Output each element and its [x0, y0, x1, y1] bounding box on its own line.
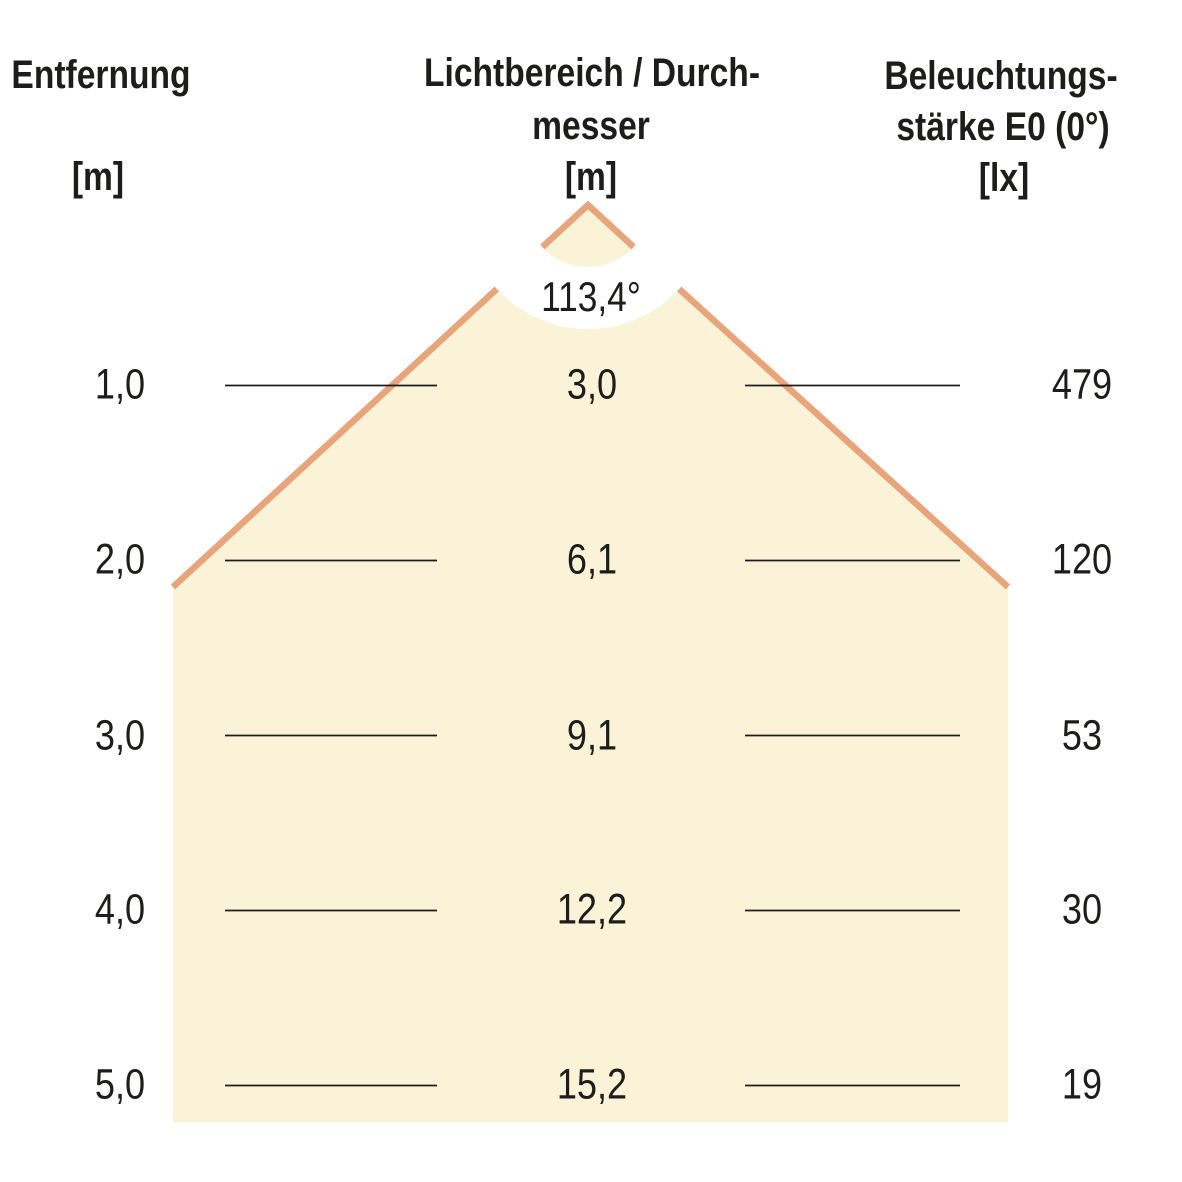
- illuminance-value-row2: 120: [1051, 535, 1113, 584]
- illuminance-value-row3: 53: [1061, 711, 1103, 760]
- diameter-value-row5: 15,2: [556, 1060, 628, 1109]
- header-illuminance-title-line1: Beleuchtungs-: [884, 54, 1118, 98]
- illuminance-value-row5: 19: [1061, 1060, 1103, 1109]
- cone-edge-left-line: [170, 286, 500, 590]
- beam-apex-wedge: [542, 205, 634, 267]
- header-distance-unit: [m]: [71, 155, 125, 199]
- beam-angle-label: 113,4°: [541, 273, 641, 320]
- header-distance-title: Entfernung: [11, 53, 191, 97]
- illuminance-value-row4: 30: [1061, 885, 1103, 934]
- distance-value-row2: 2,0: [94, 535, 146, 584]
- header-illuminance-title-line2: stärke E0 (0°): [896, 105, 1110, 149]
- header-diameter-title-line1: Lichtbereich / Durch-: [423, 51, 761, 95]
- distance-value-row5: 5,0: [94, 1060, 146, 1109]
- distance-value-row3: 3,0: [94, 711, 146, 760]
- distance-value-row1: 1,0: [94, 360, 146, 409]
- cone-edge-right-line: [677, 286, 1011, 590]
- diameter-value-row1: 3,0: [566, 360, 618, 409]
- apex-wedge-edges-line: [540, 200, 636, 250]
- distance-value-row4: 4,0: [94, 885, 146, 934]
- diameter-value-row4: 12,2: [556, 885, 628, 934]
- header-diameter-title-line2: messer: [532, 104, 650, 148]
- light-cone-shape: [173, 289, 1008, 1122]
- illuminance-value-row1: 479: [1051, 360, 1113, 409]
- diameter-value-row3: 9,1: [566, 711, 618, 760]
- diameter-value-row2: 6,1: [566, 535, 618, 584]
- header-diameter-unit: [m]: [564, 155, 618, 199]
- header-illuminance-unit: [lx]: [978, 156, 1030, 200]
